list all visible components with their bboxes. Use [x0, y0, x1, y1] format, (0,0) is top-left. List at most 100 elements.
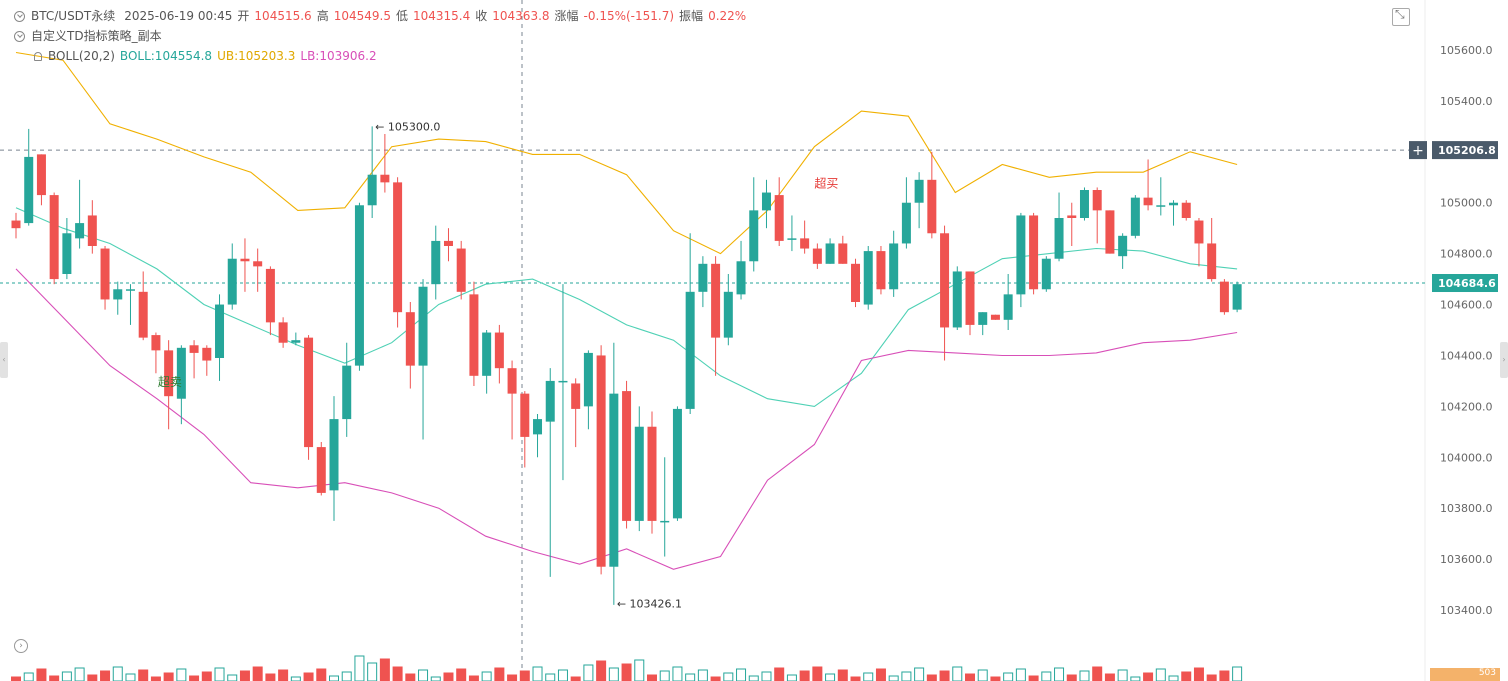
candle-body[interactable] — [227, 258, 237, 305]
candle-body[interactable] — [825, 243, 835, 264]
chevron-circle-icon[interactable] — [14, 10, 25, 22]
candle-body[interactable] — [952, 271, 962, 328]
candle-body[interactable] — [507, 368, 517, 394]
candle-body[interactable] — [1156, 205, 1166, 207]
candle-body[interactable] — [342, 365, 352, 420]
candle-body[interactable] — [1232, 284, 1242, 310]
candle-body[interactable] — [736, 261, 746, 295]
candle-body[interactable] — [1219, 281, 1229, 313]
candle-body[interactable] — [711, 263, 721, 338]
candle-body[interactable] — [876, 251, 886, 290]
candle-body[interactable] — [482, 332, 492, 376]
candle-body[interactable] — [698, 263, 708, 292]
candle-body[interactable] — [1207, 243, 1217, 280]
candle-body[interactable] — [1169, 202, 1179, 206]
candle-body[interactable] — [113, 289, 123, 300]
candle-body[interactable] — [1105, 210, 1115, 254]
candle-body[interactable] — [164, 350, 174, 397]
candle-body[interactable] — [202, 347, 212, 361]
candle-body[interactable] — [1054, 218, 1064, 259]
candle-body[interactable] — [278, 322, 288, 343]
candle-body[interactable] — [889, 243, 899, 290]
candle-body[interactable] — [1041, 258, 1051, 290]
candle-body[interactable] — [774, 195, 784, 241]
candle-body[interactable] — [1130, 197, 1140, 236]
candle-body[interactable] — [723, 291, 733, 338]
candle-body[interactable] — [583, 352, 593, 407]
candle-body[interactable] — [927, 179, 937, 234]
candle-body[interactable] — [672, 408, 682, 519]
candle-body[interactable] — [863, 251, 873, 305]
candle-body[interactable] — [609, 393, 619, 567]
candle-body[interactable] — [125, 289, 135, 291]
collapse-indicator-icon[interactable]: › — [14, 639, 28, 653]
candle-body[interactable] — [800, 238, 810, 249]
candle-body[interactable] — [418, 286, 428, 366]
candle-body[interactable] — [215, 304, 225, 358]
candle-body[interactable] — [100, 248, 110, 300]
candle-body[interactable] — [1181, 202, 1191, 218]
candle-body[interactable] — [151, 335, 161, 351]
candle-body[interactable] — [1079, 190, 1089, 218]
candle-body[interactable] — [443, 240, 453, 246]
candle-body[interactable] — [838, 243, 848, 264]
candle-body[interactable] — [87, 215, 97, 246]
candle-body[interactable] — [812, 248, 822, 264]
candle-body[interactable] — [1016, 215, 1026, 295]
candle-body[interactable] — [469, 294, 479, 376]
candle-body[interactable] — [62, 233, 72, 274]
candle-body[interactable] — [520, 393, 530, 437]
candle-body[interactable] — [749, 210, 759, 262]
candle-body[interactable] — [761, 192, 771, 211]
candle-body[interactable] — [304, 337, 314, 448]
candle-body[interactable] — [545, 380, 555, 422]
left-panel-toggle[interactable]: ‹ — [0, 342, 8, 378]
candle-body[interactable] — [176, 347, 186, 399]
right-panel-toggle[interactable]: › — [1500, 342, 1508, 378]
bell-icon[interactable] — [34, 51, 42, 61]
candle-body[interactable] — [380, 174, 390, 183]
candle-body[interactable] — [49, 195, 59, 280]
candle-body[interactable] — [914, 179, 924, 203]
candle-body[interactable] — [367, 174, 377, 206]
candle-body[interactable] — [990, 314, 1000, 320]
candle-body[interactable] — [316, 447, 326, 493]
fullscreen-icon[interactable] — [1392, 7, 1410, 26]
candle-body[interactable] — [1067, 215, 1077, 218]
candle-body[interactable] — [494, 332, 504, 369]
candle-body[interactable] — [253, 261, 263, 267]
candle-body[interactable] — [1194, 220, 1204, 244]
candle-body[interactable] — [1143, 197, 1153, 206]
candle-body[interactable] — [647, 426, 657, 521]
candle-body[interactable] — [393, 182, 403, 313]
candle-body[interactable] — [851, 263, 861, 302]
candle-body[interactable] — [265, 268, 275, 323]
candle-body[interactable] — [634, 426, 644, 521]
candle-body[interactable] — [75, 223, 85, 239]
candle-body[interactable] — [940, 233, 950, 328]
candle-body[interactable] — [291, 340, 301, 343]
candle-body[interactable] — [24, 156, 34, 224]
candle-body[interactable] — [11, 220, 21, 229]
candle-body[interactable] — [1003, 294, 1013, 320]
candle-body[interactable] — [456, 248, 466, 292]
candle-body[interactable] — [965, 271, 975, 325]
candle-body[interactable] — [571, 383, 581, 409]
candle-body[interactable] — [189, 345, 199, 353]
candle-body[interactable] — [533, 419, 543, 435]
candle-body[interactable] — [622, 391, 632, 521]
candle-body[interactable] — [138, 291, 148, 338]
candle-body[interactable] — [1029, 215, 1039, 290]
candle-body[interactable] — [431, 240, 441, 285]
candle-body[interactable] — [240, 258, 250, 262]
candle-body[interactable] — [1118, 235, 1128, 257]
candle-body[interactable] — [329, 419, 339, 491]
candle-body[interactable] — [901, 202, 911, 244]
candle-body[interactable] — [405, 312, 415, 366]
chevron-circle-icon[interactable] — [14, 30, 25, 42]
candle-body[interactable] — [685, 291, 695, 409]
candle-body[interactable] — [1092, 190, 1102, 211]
candle-body[interactable] — [660, 520, 670, 523]
candle-body[interactable] — [596, 355, 606, 567]
